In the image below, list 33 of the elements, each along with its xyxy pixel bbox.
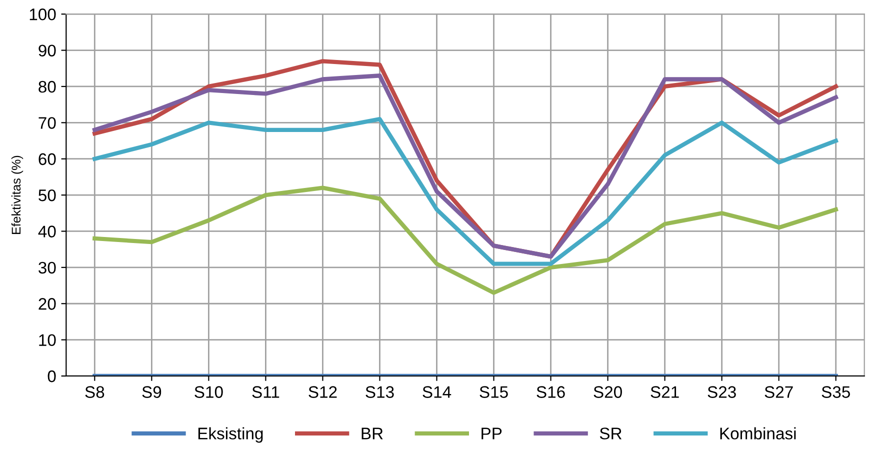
y-axis-title: Efektivitas (%) bbox=[11, 156, 24, 234]
x-tick-label: S35 bbox=[822, 386, 850, 398]
x-tick-label: S14 bbox=[422, 386, 452, 398]
y-tick-label: 70 bbox=[38, 117, 56, 129]
x-tick-label: S20 bbox=[594, 386, 622, 398]
x-tick-label: S16 bbox=[536, 386, 565, 398]
x-tick-label: S12 bbox=[308, 386, 337, 398]
line-series bbox=[92, 186, 838, 295]
x-tick-label: S27 bbox=[764, 386, 793, 398]
y-tick-label: 10 bbox=[39, 334, 56, 346]
line-series bbox=[92, 116, 838, 266]
legend-label: Kombinasi bbox=[720, 427, 796, 440]
x-tick-label: S15 bbox=[480, 386, 508, 398]
y-tick-label: 30 bbox=[38, 262, 56, 274]
x-tick-label: S9 bbox=[142, 386, 162, 398]
y-tick-label: 90 bbox=[38, 44, 56, 56]
x-tick-label: S11 bbox=[252, 386, 280, 398]
x-tick-label: S8 bbox=[85, 386, 104, 398]
y-tick-label: 50 bbox=[38, 189, 56, 202]
y-tick-label: 60 bbox=[38, 153, 56, 166]
x-tick-label: S13 bbox=[366, 386, 394, 398]
y-tick-label: 20 bbox=[38, 298, 56, 310]
legend-label: SR bbox=[600, 428, 622, 440]
legend-label: BR bbox=[362, 428, 383, 440]
x-tick-label: S21 bbox=[650, 386, 679, 398]
legend-label: PP bbox=[482, 428, 502, 440]
x-tick-label: S23 bbox=[708, 386, 736, 398]
y-tick-label: 40 bbox=[38, 226, 56, 238]
y-tick-label: 100 bbox=[30, 8, 56, 20]
y-tick-label: 80 bbox=[38, 80, 56, 93]
x-tick-label: S10 bbox=[194, 386, 223, 398]
y-tick-label: 0 bbox=[48, 370, 56, 382]
legend-label: Eksisting bbox=[198, 427, 263, 443]
